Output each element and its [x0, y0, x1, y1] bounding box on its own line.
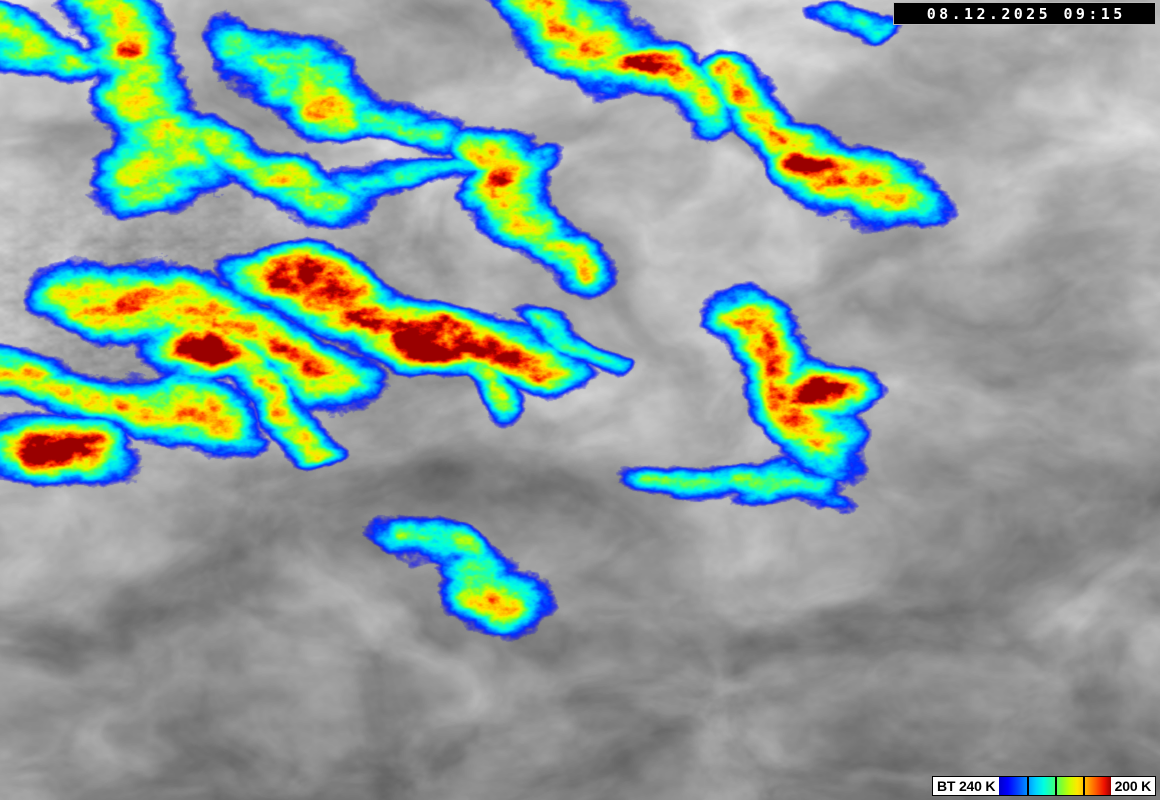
legend-gradient-bar	[999, 777, 1111, 795]
legend-tick-2	[1082, 777, 1085, 795]
colorbar-legend: BT 240 K 200 K	[932, 776, 1156, 796]
legend-min-label: BT 240 K	[933, 777, 1000, 795]
legend-max-label: 200 K	[1110, 777, 1155, 795]
legend-tick-1	[1054, 777, 1057, 795]
legend-tick-0	[1027, 777, 1030, 795]
timestamp-overlay: 08.12.2025 09:15	[893, 2, 1156, 25]
timestamp-text: 08.12.2025 09:15	[926, 4, 1126, 23]
